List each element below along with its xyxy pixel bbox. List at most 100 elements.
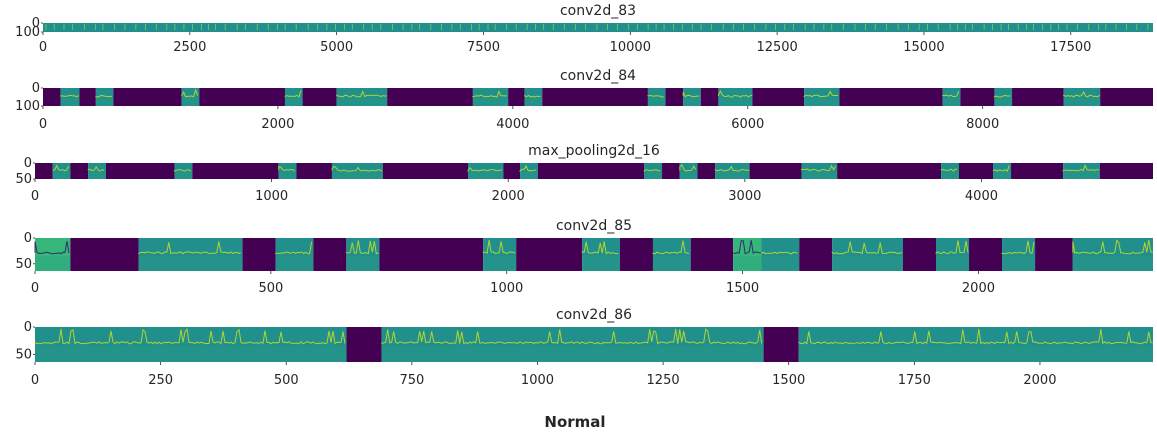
- activation-trace: [643, 169, 661, 172]
- heatmap-segment: [542, 88, 648, 106]
- activation-trace: [34, 328, 346, 345]
- heatmap-band: [994, 97, 1013, 106]
- activation-trace: [714, 165, 750, 172]
- activation-trace: [1072, 239, 1153, 255]
- panel-title: conv2d_84: [560, 68, 636, 84]
- heatmap-segment: [313, 238, 347, 271]
- panel-title: conv2d_85: [556, 218, 632, 234]
- x-tick-label: 4000: [496, 117, 529, 132]
- heatmap-band: [88, 171, 106, 179]
- x-tick-label: 7500: [467, 40, 500, 55]
- heatmap-segment: [969, 238, 1003, 271]
- activation-trace: [581, 241, 619, 255]
- heatmap-band: [381, 346, 764, 362]
- heatmap-segment: [379, 238, 484, 271]
- heatmap-segment: [837, 163, 942, 179]
- heatmap-segment: [662, 163, 680, 179]
- heatmap-segment: [508, 88, 525, 106]
- y-tick-label: 50: [15, 347, 32, 362]
- heatmap-band: [35, 346, 347, 362]
- x-tick-label: 2500: [173, 40, 206, 55]
- x-tick-label: 250: [148, 373, 173, 388]
- heatmap-band: [647, 97, 666, 106]
- activation-trace: [345, 240, 379, 255]
- activation-trace: [467, 166, 503, 173]
- activation-trace: [993, 94, 1011, 98]
- heatmap-segment: [1035, 238, 1073, 271]
- panel-title: max_pooling2d_16: [528, 143, 660, 159]
- heatmap-segment: [331, 163, 383, 179]
- heatmap-band: [801, 171, 838, 179]
- heatmap-band: [718, 97, 753, 106]
- heatmap-segment: [582, 238, 620, 271]
- activation-trace: [52, 164, 70, 172]
- heatmap-segment: [1072, 238, 1153, 271]
- heatmap-segment: [1002, 238, 1036, 271]
- heatmap-segment: [839, 88, 943, 106]
- panel-title: conv2d_86: [556, 307, 632, 323]
- activation-trace: [95, 94, 113, 98]
- heatmap-segment: [242, 238, 276, 271]
- activation-trace: [717, 89, 753, 98]
- activation-trace: [831, 241, 903, 255]
- heatmap-segment: [619, 238, 653, 271]
- heatmap-band: [60, 97, 80, 106]
- heatmap-band: [95, 97, 114, 106]
- x-tick-label: 0: [39, 40, 47, 55]
- x-tick-label: 2000: [1023, 373, 1056, 388]
- heatmap-segment: [652, 238, 691, 271]
- heatmap-segment: [503, 163, 521, 179]
- heatmap-segment: [749, 163, 802, 179]
- heatmap-segment: [516, 238, 583, 271]
- activation-trace: [381, 328, 763, 345]
- x-tick-label: 3000: [728, 189, 761, 204]
- heatmap-band: [472, 97, 509, 106]
- heatmap-segment: [138, 238, 243, 271]
- y-tick-label: 0: [32, 81, 40, 96]
- activation-trace: [992, 165, 1010, 173]
- activation-trace: [761, 251, 798, 255]
- heatmap-segment: [902, 238, 937, 271]
- heatmap-segment: [718, 88, 753, 106]
- heatmap-segment: [697, 163, 716, 179]
- heatmap-segment: [70, 238, 139, 271]
- heatmap-band: [683, 97, 701, 106]
- heatmap-segment: [468, 163, 504, 179]
- heatmap-segment: [958, 163, 994, 179]
- heatmap-band: [941, 171, 959, 179]
- heatmap-segment: [302, 88, 337, 106]
- y-tick-label: 100: [15, 25, 40, 40]
- heatmap-segment: [278, 163, 297, 179]
- activation-trace: [942, 90, 960, 98]
- heatmap-segment: [1063, 88, 1101, 106]
- x-tick-label: 1000: [255, 189, 288, 204]
- figure-label: Normal: [544, 413, 605, 431]
- heatmap-band: [1072, 256, 1153, 271]
- x-tick-label: 1500: [726, 281, 759, 296]
- x-tick-label: 4000: [965, 189, 998, 204]
- heatmap-band: [331, 171, 383, 179]
- y-tick-label: 0: [32, 16, 40, 31]
- heatmap-band: [942, 97, 961, 106]
- activation-trace: [482, 240, 516, 255]
- heatmap-segment: [1012, 88, 1064, 106]
- activation-trace: [1063, 90, 1101, 98]
- heatmap-segment: [79, 88, 96, 106]
- heatmap-band: [138, 256, 243, 271]
- activation-trace: [652, 240, 690, 255]
- x-tick-label: 0: [39, 117, 47, 132]
- x-tick-label: 0: [31, 373, 39, 388]
- heatmap-segment: [690, 238, 734, 271]
- activation-trace: [679, 164, 697, 172]
- heatmap-segment: [88, 163, 106, 179]
- x-tick-label: 0: [31, 281, 39, 296]
- x-tick-label: 1500: [772, 373, 805, 388]
- heatmap-band: [1002, 256, 1036, 271]
- y-tick-label: 50: [15, 257, 32, 272]
- heatmap-segment: [1100, 88, 1153, 106]
- heatmap-segment: [644, 163, 663, 179]
- heatmap-segment: [960, 88, 995, 106]
